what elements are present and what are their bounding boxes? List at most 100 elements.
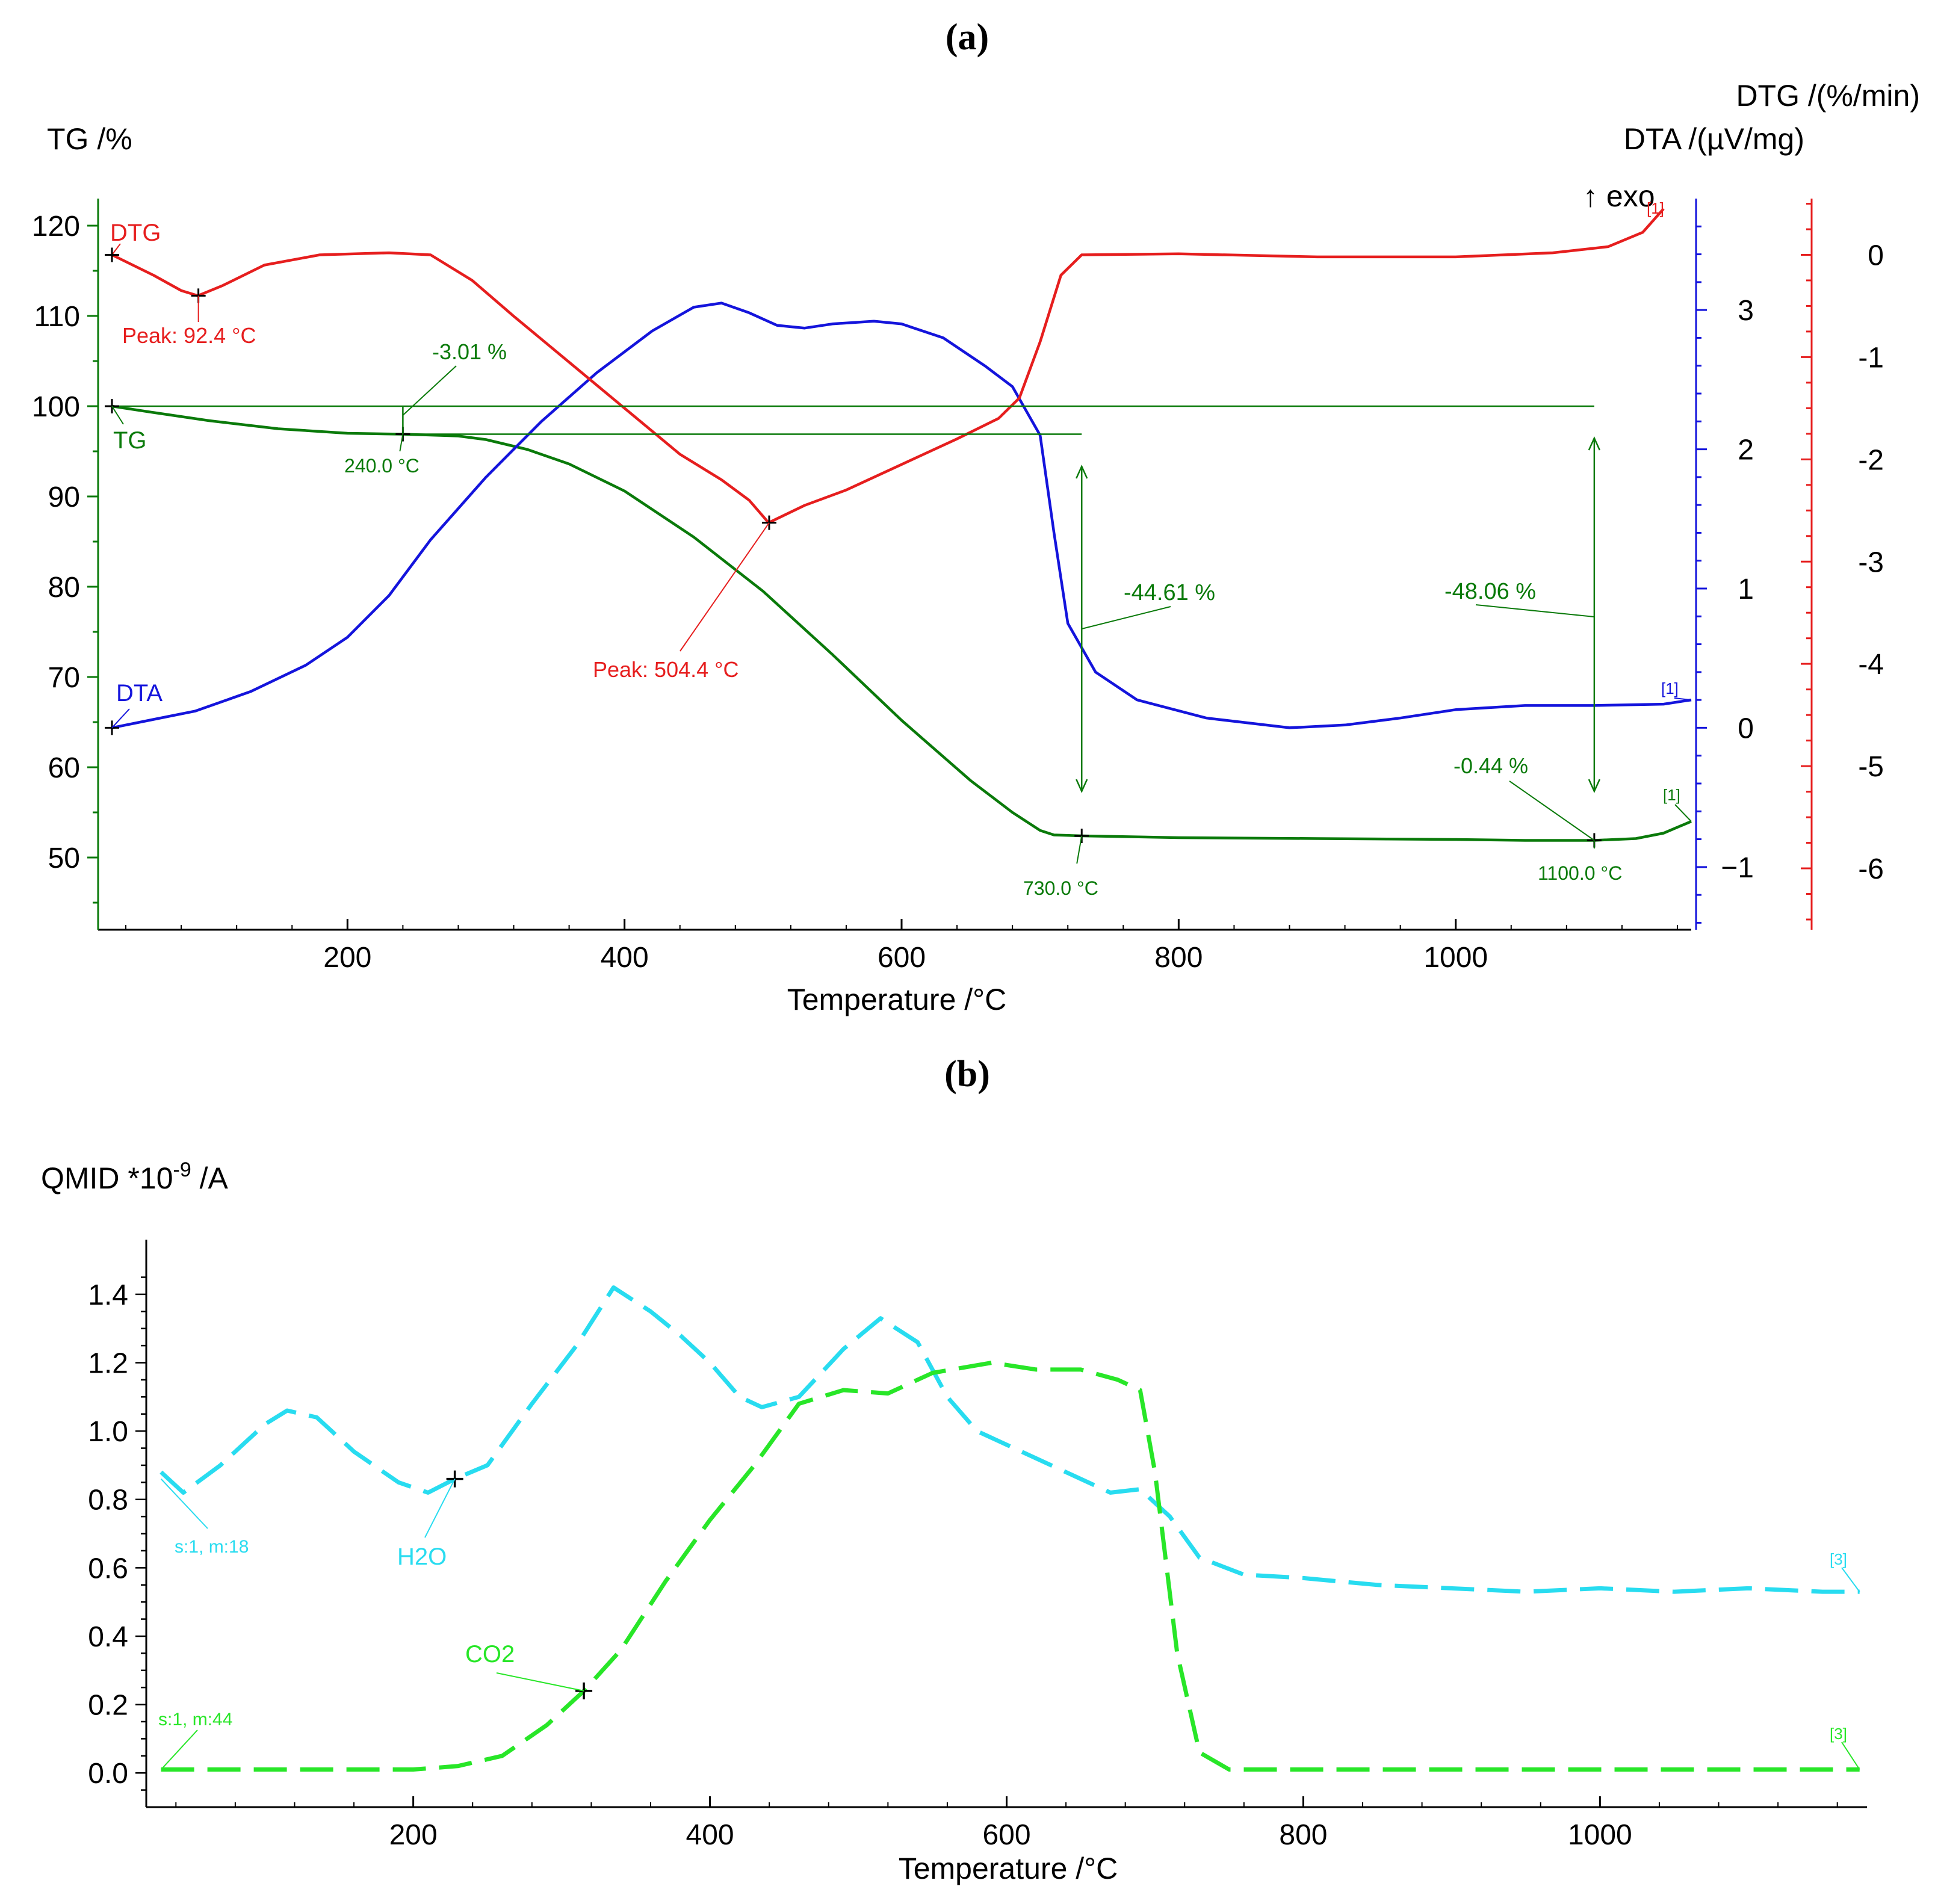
x-axis-title-a: Temperature /°C	[787, 983, 1007, 1016]
qmid-axis-title-main: QMID *10	[41, 1161, 173, 1195]
qmid-axis-title-exp: -9	[173, 1158, 191, 1181]
co2-label-leader	[496, 1672, 584, 1692]
h2o-label-leader	[424, 1479, 456, 1538]
panel-b-label: (b)	[944, 1054, 990, 1095]
h2o-curve	[159, 1285, 1860, 1594]
tg-tick-label: 70	[48, 662, 80, 694]
panel-a-chart: TG /% DTG /(%/min) DTA /(µV/mg) ↑ exo Te…	[32, 79, 1920, 1016]
h2o-series-label: H2O	[397, 1544, 447, 1570]
dtg-label-leader	[111, 243, 121, 256]
y-tick-label-b: 0.2	[88, 1690, 128, 1722]
dta-tick-label: −1	[1721, 852, 1754, 884]
step1-label: -3.01 %	[432, 339, 507, 364]
step2-arrow-head-down	[1076, 779, 1088, 794]
co2-marker	[575, 1682, 593, 1699]
x-tick-label-b: 200	[389, 1819, 438, 1851]
co2-end-tag: [3]	[1830, 1725, 1847, 1743]
h2o-end-tag: [3]	[1830, 1550, 1847, 1568]
tg-tick-label: 100	[32, 391, 80, 423]
tg-end-leader	[1674, 804, 1692, 822]
x-tick-label-b: 400	[686, 1819, 734, 1851]
y-tick-label-b: 0.4	[88, 1621, 128, 1653]
dtg-tick-label: -1	[1858, 342, 1884, 374]
h2o-tag: s:1, m:18	[175, 1537, 249, 1557]
temp730-leader	[1076, 835, 1083, 864]
x-axis-title-b: Temperature /°C	[899, 1852, 1118, 1885]
dta-tick-label: 3	[1738, 295, 1754, 327]
dtg-tick-label: -5	[1858, 751, 1884, 783]
step2-leader	[1081, 606, 1171, 629]
exo-indicator: ↑ exo	[1583, 179, 1655, 213]
dta-curve	[111, 301, 1692, 729]
y-tick-label-b: 0.0	[88, 1758, 128, 1790]
h2o-end-leader	[1841, 1567, 1860, 1592]
tg-series-label: TG	[113, 427, 147, 454]
step4-leader	[1509, 780, 1595, 841]
y-tick-label-b: 1.0	[88, 1416, 128, 1448]
dta-axis-title: DTA /(µV/mg)	[1624, 122, 1804, 156]
y-tick-label-b: 1.2	[88, 1348, 128, 1380]
dtg-tick-label: -3	[1858, 546, 1884, 578]
step2-arrow-head-up	[1076, 464, 1088, 479]
h2o-tag-leader	[160, 1478, 208, 1529]
dta-tick-label: 2	[1738, 434, 1754, 466]
dta-tick-label: 1	[1738, 573, 1754, 605]
y-tick-label-b: 0.8	[88, 1485, 128, 1516]
dtg-axis-title: DTG /(%/min)	[1736, 79, 1920, 113]
x-tick-label-a: 200	[323, 942, 371, 974]
co2-tag-leader	[160, 1729, 198, 1770]
peak2-label: Peak: 504.4 °C	[593, 657, 739, 682]
dta-series-label: DTA	[116, 680, 163, 706]
tg-tick-label: 60	[48, 752, 80, 784]
x-tick-label-b: 600	[982, 1819, 1030, 1851]
y-tick-label-b: 0.6	[88, 1553, 128, 1584]
peak1-label: Peak: 92.4 °C	[122, 323, 256, 348]
x-tick-label-b: 1000	[1568, 1819, 1632, 1851]
temp240-label: 240.0 °C	[344, 455, 420, 477]
x-tick-label-a: 1000	[1423, 942, 1488, 974]
step4-label: -0.44 %	[1454, 753, 1528, 778]
co2-tag: s:1, m:44	[158, 1710, 232, 1729]
peak2-leader	[680, 522, 770, 652]
x-tick-label-a: 800	[1154, 942, 1203, 974]
co2-curve	[161, 1361, 1860, 1772]
tg-end-tag: [1]	[1663, 786, 1680, 804]
dtg-end-tag: [1]	[1647, 199, 1664, 217]
tg-tick-label: 110	[34, 301, 80, 333]
tg-tick-label: 80	[48, 572, 80, 604]
qmid-axis-title: QMID *10-9 /A	[41, 1158, 229, 1195]
panel-a-label: (a)	[946, 17, 989, 58]
tg-start-marker	[105, 399, 120, 413]
dtg-start-marker	[105, 247, 120, 262]
step2-label: -44.61 %	[1124, 580, 1215, 605]
dta-end-tag: [1]	[1661, 679, 1679, 697]
x-tick-label-a: 400	[601, 942, 649, 974]
dta-tick-label: 0	[1738, 712, 1754, 744]
dtg-series-label: DTG	[110, 220, 161, 246]
step1-leader	[402, 365, 457, 416]
dtg-tick-label: -2	[1858, 444, 1884, 476]
y-tick-label-b: 1.4	[88, 1279, 128, 1311]
co2-series-label: CO2	[465, 1641, 515, 1668]
tg-axis-title: TG /%	[47, 122, 132, 156]
tg-tick-label: 50	[48, 842, 80, 874]
x-tick-label-a: 600	[878, 942, 926, 974]
tg-curve	[111, 404, 1692, 842]
temp1100-label: 1100.0 °C	[1538, 862, 1622, 884]
step3-arrow-head-up	[1588, 436, 1601, 451]
step3-label: -48.06 %	[1444, 579, 1536, 604]
h2o-marker	[446, 1470, 463, 1488]
temp730-label: 730.0 °C	[1023, 877, 1098, 899]
step3-arrow-head-down	[1588, 779, 1601, 794]
dtg-tick-label: 0	[1868, 240, 1884, 271]
step3-leader	[1475, 604, 1594, 617]
temp240-leader	[399, 434, 404, 452]
dtg-tick-label: -6	[1858, 853, 1884, 885]
tg-label-leader	[111, 406, 124, 425]
dta-start-marker	[105, 720, 120, 735]
dta-end-leader	[1674, 697, 1692, 701]
x-tick-label-b: 800	[1279, 1819, 1327, 1851]
tg-tick-label: 90	[48, 481, 80, 513]
co2-end-leader	[1841, 1742, 1860, 1770]
